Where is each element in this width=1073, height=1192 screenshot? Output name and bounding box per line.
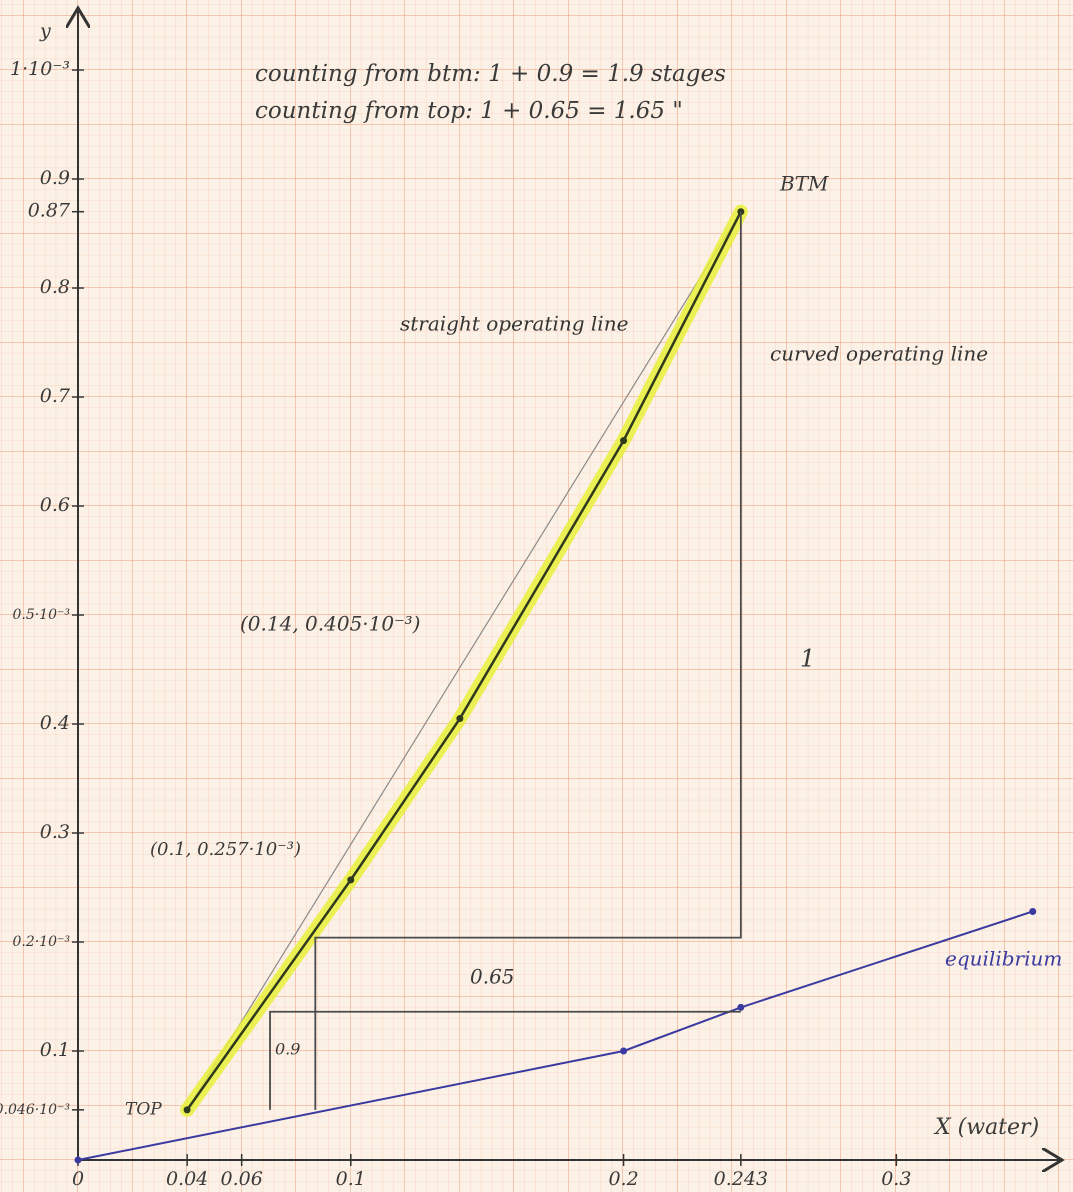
x-axis-label: X (water) bbox=[933, 1115, 1039, 1140]
x-tick-label: 0.06 bbox=[221, 1168, 263, 1190]
annotation: 0.9 bbox=[275, 1040, 300, 1059]
annotation: (0.1, 0.257·10⁻³) bbox=[150, 839, 301, 860]
annotation: 0.65 bbox=[470, 965, 515, 989]
y-tick-label: 0.3 bbox=[40, 821, 70, 843]
series-label: equilibrium bbox=[945, 947, 1062, 971]
series-label: curved operating line bbox=[770, 342, 988, 366]
point bbox=[184, 1106, 191, 1113]
x-tick-label: 0.1 bbox=[336, 1168, 366, 1190]
annotation: 1 bbox=[800, 645, 815, 673]
y-tick-label: 0.9 bbox=[40, 167, 70, 189]
y-tick-label: 0.5·10⁻³ bbox=[12, 607, 70, 623]
x-tick-label: 0.243 bbox=[714, 1168, 768, 1190]
x-tick-label: 0.2 bbox=[608, 1168, 638, 1190]
y-tick-label: 0.8 bbox=[40, 276, 70, 298]
x-tick-label: 0.3 bbox=[881, 1168, 911, 1190]
annotation: BTM bbox=[779, 172, 829, 196]
annotation: counting from top: 1 + 0.65 = 1.65 " bbox=[255, 98, 683, 124]
y-tick-label: 0.2·10⁻³ bbox=[12, 934, 70, 950]
point bbox=[620, 437, 627, 444]
chart: y X (water) 0 0.04 0.06 0.1 0.2 0.243 0.3 0.046… bbox=[0, 0, 1073, 1192]
point bbox=[347, 876, 354, 883]
x-tick-label: 0 bbox=[72, 1168, 84, 1190]
annotation: counting from btm: 1 + 0.9 = 1.9 stages bbox=[255, 61, 726, 87]
point bbox=[1029, 908, 1036, 915]
point bbox=[737, 1004, 744, 1011]
annotation: (0.14, 0.405·10⁻³) bbox=[240, 612, 421, 636]
y-tick-label: 0.4 bbox=[40, 712, 70, 734]
point bbox=[620, 1048, 627, 1055]
y-tick-label: 0.1 bbox=[40, 1039, 70, 1061]
point bbox=[75, 1157, 82, 1164]
point bbox=[456, 715, 463, 722]
y-tick-label: 0.046·10⁻³ bbox=[0, 1102, 70, 1118]
y-tick-label: 0.87 bbox=[28, 200, 71, 222]
y-tick-label: 1·10⁻³ bbox=[10, 58, 70, 80]
y-tick-label: 0.7 bbox=[40, 385, 71, 407]
series-label: straight operating line bbox=[400, 312, 628, 336]
y-tick-label: 0.6 bbox=[40, 494, 70, 516]
x-tick-label: 0.04 bbox=[166, 1168, 208, 1190]
y-axis-label: y bbox=[39, 20, 51, 42]
annotation: TOP bbox=[125, 1100, 162, 1120]
